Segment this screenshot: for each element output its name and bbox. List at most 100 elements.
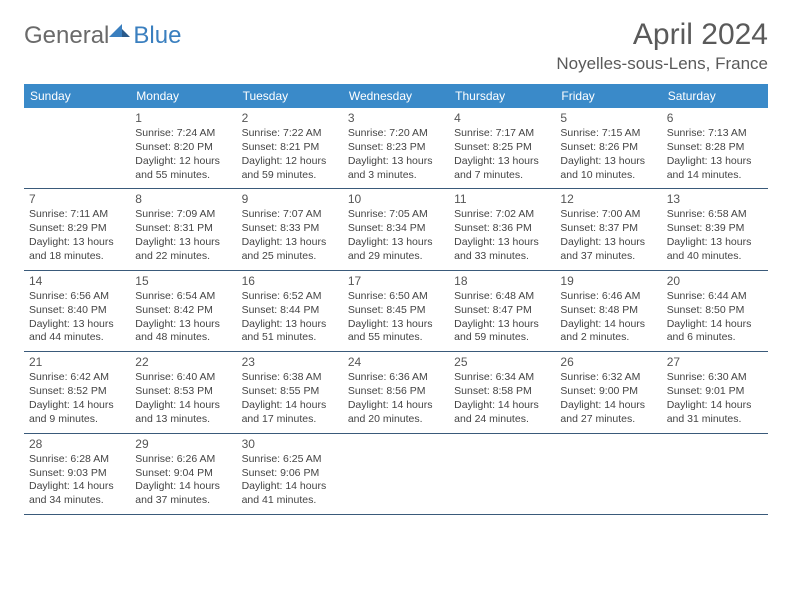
sunrise-line: Sunrise: 6:25 AM bbox=[242, 453, 338, 467]
day-number: 24 bbox=[348, 355, 444, 369]
weekday-header-row: SundayMondayTuesdayWednesdayThursdayFrid… bbox=[24, 84, 768, 108]
weekday-header: Thursday bbox=[449, 84, 555, 108]
daylight-line: Daylight: 13 hours and 33 minutes. bbox=[454, 236, 550, 264]
sunrise-line: Sunrise: 6:26 AM bbox=[135, 453, 231, 467]
weekday-header: Tuesday bbox=[237, 84, 343, 108]
weekday-header: Sunday bbox=[24, 84, 130, 108]
day-number: 26 bbox=[560, 355, 656, 369]
daylight-line: Daylight: 13 hours and 55 minutes. bbox=[348, 318, 444, 346]
sunset-line: Sunset: 8:34 PM bbox=[348, 222, 444, 236]
sunset-line: Sunset: 9:01 PM bbox=[667, 385, 763, 399]
day-cell: 15Sunrise: 6:54 AMSunset: 8:42 PMDayligh… bbox=[130, 271, 236, 351]
day-number: 21 bbox=[29, 355, 125, 369]
day-number: 10 bbox=[348, 192, 444, 206]
month-title: April 2024 bbox=[556, 18, 768, 52]
sunset-line: Sunset: 8:45 PM bbox=[348, 304, 444, 318]
day-number: 2 bbox=[242, 111, 338, 125]
sunrise-line: Sunrise: 7:00 AM bbox=[560, 208, 656, 222]
daylight-line: Daylight: 13 hours and 22 minutes. bbox=[135, 236, 231, 264]
day-number: 29 bbox=[135, 437, 231, 451]
sunrise-line: Sunrise: 7:15 AM bbox=[560, 127, 656, 141]
calendar-body: 1Sunrise: 7:24 AMSunset: 8:20 PMDaylight… bbox=[24, 108, 768, 515]
weekday-header: Monday bbox=[130, 84, 236, 108]
day-cell: 14Sunrise: 6:56 AMSunset: 8:40 PMDayligh… bbox=[24, 271, 130, 351]
daylight-line: Daylight: 13 hours and 29 minutes. bbox=[348, 236, 444, 264]
sunset-line: Sunset: 8:42 PM bbox=[135, 304, 231, 318]
sunset-line: Sunset: 8:37 PM bbox=[560, 222, 656, 236]
sunrise-line: Sunrise: 7:09 AM bbox=[135, 208, 231, 222]
day-number: 9 bbox=[242, 192, 338, 206]
day-number: 23 bbox=[242, 355, 338, 369]
sunset-line: Sunset: 8:23 PM bbox=[348, 141, 444, 155]
day-cell: 6Sunrise: 7:13 AMSunset: 8:28 PMDaylight… bbox=[662, 108, 768, 188]
day-number: 16 bbox=[242, 274, 338, 288]
sunset-line: Sunset: 8:28 PM bbox=[667, 141, 763, 155]
sunrise-line: Sunrise: 6:34 AM bbox=[454, 371, 550, 385]
day-number: 30 bbox=[242, 437, 338, 451]
day-number: 28 bbox=[29, 437, 125, 451]
sunset-line: Sunset: 8:53 PM bbox=[135, 385, 231, 399]
sunrise-line: Sunrise: 6:58 AM bbox=[667, 208, 763, 222]
week-row: 1Sunrise: 7:24 AMSunset: 8:20 PMDaylight… bbox=[24, 108, 768, 189]
day-number: 27 bbox=[667, 355, 763, 369]
day-number: 7 bbox=[29, 192, 125, 206]
week-row: 21Sunrise: 6:42 AMSunset: 8:52 PMDayligh… bbox=[24, 352, 768, 433]
day-number: 8 bbox=[135, 192, 231, 206]
sunrise-line: Sunrise: 7:20 AM bbox=[348, 127, 444, 141]
sunrise-line: Sunrise: 6:54 AM bbox=[135, 290, 231, 304]
day-cell: 9 Sunrise: 7:07 AMSunset: 8:33 PMDaylight… bbox=[237, 189, 343, 269]
sunset-line: Sunset: 8:44 PM bbox=[242, 304, 338, 318]
day-cell: 3Sunrise: 7:20 AMSunset: 8:23 PMDaylight… bbox=[343, 108, 449, 188]
daylight-line: Daylight: 13 hours and 59 minutes. bbox=[454, 318, 550, 346]
day-number: 5 bbox=[560, 111, 656, 125]
day-cell: 22Sunrise: 6:40 AMSunset: 8:53 PMDayligh… bbox=[130, 352, 236, 432]
day-number: 11 bbox=[454, 192, 550, 206]
daylight-line: Daylight: 13 hours and 3 minutes. bbox=[348, 155, 444, 183]
sunset-line: Sunset: 8:21 PM bbox=[242, 141, 338, 155]
sunset-line: Sunset: 9:00 PM bbox=[560, 385, 656, 399]
day-number: 1 bbox=[135, 111, 231, 125]
sunrise-line: Sunrise: 7:02 AM bbox=[454, 208, 550, 222]
daylight-line: Daylight: 14 hours and 20 minutes. bbox=[348, 399, 444, 427]
daylight-line: Daylight: 13 hours and 25 minutes. bbox=[242, 236, 338, 264]
sunrise-line: Sunrise: 6:36 AM bbox=[348, 371, 444, 385]
daylight-line: Daylight: 12 hours and 59 minutes. bbox=[242, 155, 338, 183]
daylight-line: Daylight: 14 hours and 6 minutes. bbox=[667, 318, 763, 346]
day-number: 19 bbox=[560, 274, 656, 288]
sunset-line: Sunset: 8:33 PM bbox=[242, 222, 338, 236]
sunset-line: Sunset: 8:25 PM bbox=[454, 141, 550, 155]
day-number: 18 bbox=[454, 274, 550, 288]
sunrise-line: Sunrise: 6:56 AM bbox=[29, 290, 125, 304]
calendar: SundayMondayTuesdayWednesdayThursdayFrid… bbox=[24, 84, 768, 515]
sunrise-line: Sunrise: 6:48 AM bbox=[454, 290, 550, 304]
sunrise-line: Sunrise: 7:05 AM bbox=[348, 208, 444, 222]
title-block: April 2024 Noyelles-sous-Lens, France bbox=[556, 18, 768, 74]
day-cell: 2Sunrise: 7:22 AMSunset: 8:21 PMDaylight… bbox=[237, 108, 343, 188]
day-number: 20 bbox=[667, 274, 763, 288]
day-cell: 27Sunrise: 6:30 AMSunset: 9:01 PMDayligh… bbox=[662, 352, 768, 432]
sunrise-line: Sunrise: 7:13 AM bbox=[667, 127, 763, 141]
daylight-line: Daylight: 14 hours and 41 minutes. bbox=[242, 480, 338, 508]
empty-cell bbox=[343, 434, 449, 514]
day-cell: 29Sunrise: 6:26 AMSunset: 9:04 PMDayligh… bbox=[130, 434, 236, 514]
daylight-line: Daylight: 14 hours and 17 minutes. bbox=[242, 399, 338, 427]
sunrise-line: Sunrise: 6:42 AM bbox=[29, 371, 125, 385]
daylight-line: Daylight: 13 hours and 14 minutes. bbox=[667, 155, 763, 183]
daylight-line: Daylight: 14 hours and 2 minutes. bbox=[560, 318, 656, 346]
day-cell: 8Sunrise: 7:09 AMSunset: 8:31 PMDaylight… bbox=[130, 189, 236, 269]
sunrise-line: Sunrise: 7:07 AM bbox=[242, 208, 338, 222]
weekday-header: Friday bbox=[555, 84, 661, 108]
empty-cell bbox=[662, 434, 768, 514]
sunrise-line: Sunrise: 6:44 AM bbox=[667, 290, 763, 304]
day-number: 12 bbox=[560, 192, 656, 206]
daylight-line: Daylight: 13 hours and 51 minutes. bbox=[242, 318, 338, 346]
daylight-line: Daylight: 13 hours and 10 minutes. bbox=[560, 155, 656, 183]
day-cell: 4Sunrise: 7:17 AMSunset: 8:25 PMDaylight… bbox=[449, 108, 555, 188]
weekday-header: Wednesday bbox=[343, 84, 449, 108]
sunrise-line: Sunrise: 6:50 AM bbox=[348, 290, 444, 304]
day-cell: 25Sunrise: 6:34 AMSunset: 8:58 PMDayligh… bbox=[449, 352, 555, 432]
sunset-line: Sunset: 8:36 PM bbox=[454, 222, 550, 236]
daylight-line: Daylight: 13 hours and 44 minutes. bbox=[29, 318, 125, 346]
sunset-line: Sunset: 8:47 PM bbox=[454, 304, 550, 318]
day-cell: 23Sunrise: 6:38 AMSunset: 8:55 PMDayligh… bbox=[237, 352, 343, 432]
